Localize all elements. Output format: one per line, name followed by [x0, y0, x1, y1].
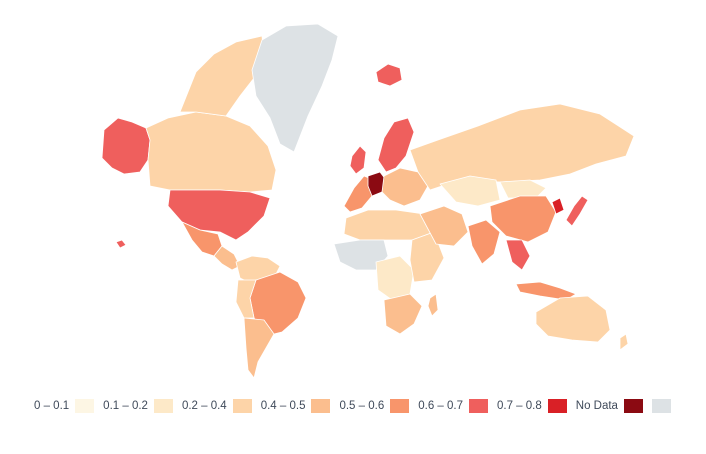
region-greenland[interactable] — [251, 23, 339, 153]
region-scandinavia[interactable] — [377, 117, 415, 173]
region-china[interactable] — [489, 195, 557, 243]
region-alaska[interactable] — [101, 117, 151, 175]
legend-item[interactable]: 0.7 – 0.8 — [497, 399, 567, 413]
legend-item[interactable]: No Data — [576, 399, 643, 413]
legend-swatch — [469, 399, 488, 413]
legend-item[interactable]: 0.6 – 0.7 — [418, 399, 488, 413]
region-new-zealand[interactable] — [619, 333, 629, 351]
region-uk[interactable] — [349, 145, 367, 175]
map-legend: 0 – 0.1 0.1 – 0.2 0.2 – 0.4 0.4 – 0.5 0.5 – … — [34, 395, 694, 417]
legend-item[interactable]: 0.4 – 0.5 — [261, 399, 331, 413]
region-southeast-asia[interactable] — [505, 239, 531, 271]
legend-label: 0.5 – 0.6 — [339, 400, 385, 412]
legend-swatch — [623, 399, 643, 413]
region-central-asia[interactable] — [439, 175, 501, 207]
region-middle-east[interactable] — [419, 205, 469, 247]
legend-item[interactable]: 0.1 – 0.2 — [103, 399, 173, 413]
region-central-africa[interactable] — [375, 255, 415, 301]
region-mongolia[interactable] — [499, 179, 547, 199]
legend-swatch — [311, 399, 331, 413]
legend-label: 0.4 – 0.5 — [260, 400, 306, 412]
region-korea[interactable] — [551, 197, 565, 215]
legend-label: 0.7 – 0.8 — [497, 400, 542, 412]
legend-label: 0.2 – 0.4 — [181, 400, 227, 412]
region-india[interactable] — [467, 219, 501, 265]
region-iceland[interactable] — [375, 63, 403, 87]
region-australia[interactable] — [535, 295, 611, 343]
region-madagascar[interactable] — [427, 293, 439, 317]
region-eastern-europe[interactable] — [381, 167, 429, 207]
region-peru-bolivia[interactable] — [235, 279, 257, 319]
legend-label: No Data — [575, 400, 618, 412]
legend-label: 0.1 – 0.2 — [103, 400, 148, 412]
legend-swatch — [153, 399, 173, 413]
legend-swatch — [75, 399, 95, 413]
region-canadian-arctic-islands[interactable] — [179, 35, 265, 117]
legend-swatch — [232, 399, 252, 413]
region-southern-africa[interactable] — [383, 293, 423, 335]
region-usa[interactable] — [167, 189, 271, 241]
region-argentina[interactable] — [243, 317, 275, 379]
region-hawaii[interactable] — [115, 239, 127, 249]
region-canada[interactable] — [145, 111, 277, 193]
legend-item[interactable]: 0.2 – 0.4 — [182, 399, 252, 413]
region-japan[interactable] — [565, 195, 589, 227]
legend-swatch — [547, 399, 567, 413]
legend-item[interactable]: 0.5 – 0.6 — [339, 399, 410, 413]
legend-swatch — [390, 399, 410, 413]
legend-item[interactable] — [651, 399, 671, 413]
legend-label: 0.6 – 0.7 — [418, 400, 463, 412]
legend-label: 0 – 0.1 — [34, 400, 70, 412]
legend-item[interactable]: 0 – 0.1 — [34, 399, 95, 413]
legend-swatch — [651, 399, 671, 413]
region-russia[interactable] — [409, 103, 635, 191]
